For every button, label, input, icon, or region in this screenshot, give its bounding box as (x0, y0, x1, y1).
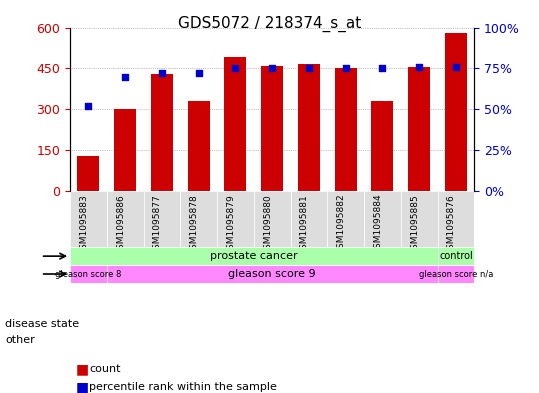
Bar (445, 33, 467, 191)
Text: gleason score 9: gleason score 9 (229, 269, 316, 279)
Point (121, 73, 129, 80)
Bar (151, 74, 173, 191)
Bar (78, 156, 100, 191)
Bar (408, 67, 430, 191)
Text: GSM1095882: GSM1095882 (337, 194, 345, 254)
Text: control: control (439, 251, 473, 261)
Text: GSM1095880: GSM1095880 (263, 194, 272, 255)
FancyBboxPatch shape (70, 265, 107, 283)
Text: GSM1095881: GSM1095881 (300, 194, 309, 255)
FancyBboxPatch shape (438, 265, 474, 283)
Text: GSM1095884: GSM1095884 (374, 194, 383, 254)
Bar (114, 109, 136, 191)
FancyBboxPatch shape (217, 191, 254, 247)
Text: ■: ■ (75, 362, 88, 376)
Point (157, 70, 166, 76)
FancyBboxPatch shape (107, 265, 438, 283)
Text: GSM1095876: GSM1095876 (447, 194, 456, 255)
FancyBboxPatch shape (364, 191, 401, 247)
Text: disease state: disease state (5, 319, 80, 329)
Text: ■: ■ (75, 380, 88, 393)
Text: GSM1095879: GSM1095879 (226, 194, 236, 255)
Text: GSM1095885: GSM1095885 (410, 194, 419, 255)
Text: GDS5072 / 218374_s_at: GDS5072 / 218374_s_at (178, 16, 361, 32)
Point (231, 65, 240, 72)
Point (341, 65, 350, 72)
Point (268, 65, 277, 72)
Text: prostate cancer: prostate cancer (210, 251, 298, 261)
Bar (335, 68, 357, 191)
Text: percentile rank within the sample: percentile rank within the sample (89, 382, 277, 392)
FancyBboxPatch shape (181, 191, 217, 247)
Text: GSM1095877: GSM1095877 (153, 194, 162, 255)
FancyBboxPatch shape (254, 191, 291, 247)
Text: count: count (89, 364, 120, 375)
FancyBboxPatch shape (107, 191, 143, 247)
Point (452, 64, 460, 70)
Bar (224, 57, 246, 191)
FancyBboxPatch shape (70, 191, 107, 247)
Text: GSM1095878: GSM1095878 (190, 194, 199, 255)
FancyBboxPatch shape (327, 191, 364, 247)
Text: other: other (5, 335, 35, 345)
Text: GSM1095886: GSM1095886 (116, 194, 125, 255)
Point (378, 65, 387, 72)
FancyBboxPatch shape (143, 191, 181, 247)
Text: gleason score 8: gleason score 8 (56, 270, 122, 279)
Point (305, 65, 313, 72)
Point (195, 70, 203, 76)
Bar (261, 66, 283, 191)
Text: GSM1095883: GSM1095883 (79, 194, 88, 255)
Bar (188, 101, 210, 191)
FancyBboxPatch shape (70, 247, 438, 265)
Bar (298, 64, 320, 191)
FancyBboxPatch shape (438, 247, 474, 265)
FancyBboxPatch shape (438, 191, 474, 247)
Point (415, 64, 424, 70)
Text: gleason score n/a: gleason score n/a (419, 270, 493, 279)
FancyBboxPatch shape (401, 191, 438, 247)
FancyBboxPatch shape (291, 191, 327, 247)
Bar (371, 101, 393, 191)
Point (84, 103, 93, 109)
